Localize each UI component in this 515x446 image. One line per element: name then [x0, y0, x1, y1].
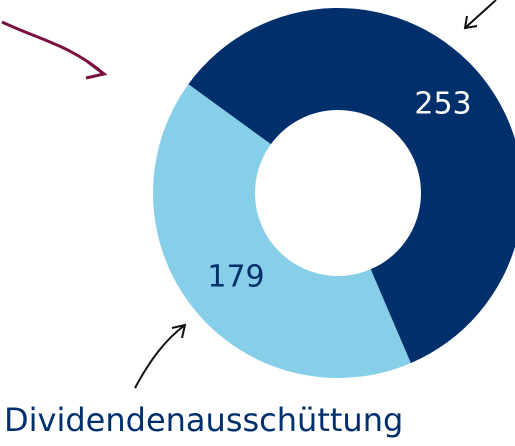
segment: [188, 8, 515, 364]
value-label: 253: [414, 87, 471, 122]
category-label: Dividendenausschüttung: [4, 401, 403, 439]
arrow: [463, 0, 497, 30]
value-label: 179: [207, 260, 264, 295]
donut: 253 179: [153, 8, 515, 378]
arrow: [134, 323, 187, 389]
arrow: [1, 20, 105, 76]
segment: [153, 84, 411, 378]
arrow-head: [85, 60, 108, 80]
